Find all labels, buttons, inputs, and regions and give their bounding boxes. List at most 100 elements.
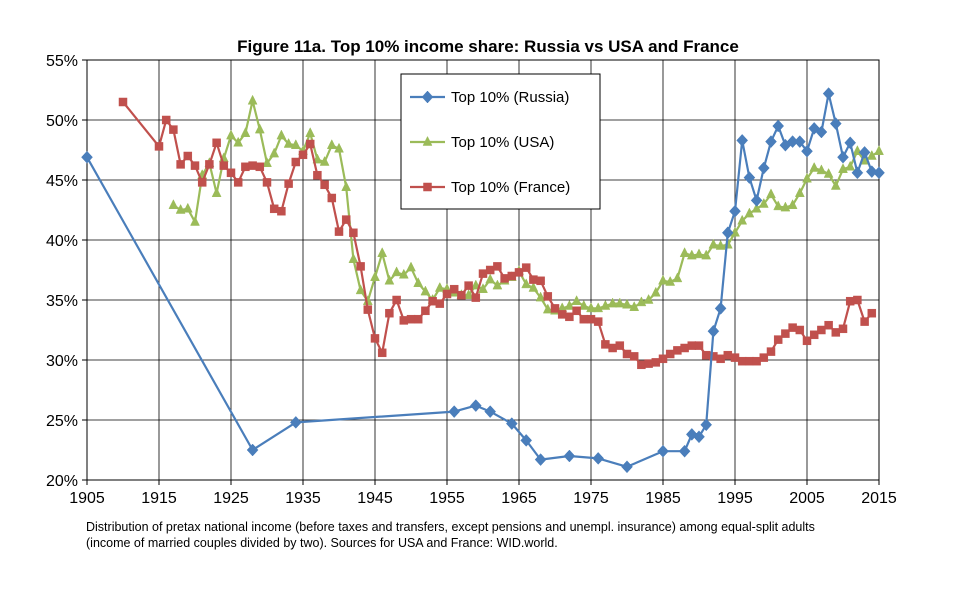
data-point <box>183 151 193 161</box>
data-point <box>169 125 178 134</box>
data-point <box>529 275 538 284</box>
data-point <box>672 272 683 283</box>
data-point <box>845 160 856 171</box>
data-point <box>565 312 574 322</box>
x-tick-label: 1935 <box>285 490 321 507</box>
data-point <box>701 249 712 260</box>
data-point <box>349 228 358 238</box>
data-point <box>665 275 676 286</box>
x-tick-label: 1965 <box>501 490 537 507</box>
data-point <box>247 94 258 105</box>
data-point <box>385 308 394 318</box>
data-point <box>240 127 251 137</box>
data-point <box>809 161 820 172</box>
data-point <box>822 87 835 100</box>
x-tick-label: 1975 <box>573 490 609 507</box>
data-point <box>572 306 581 316</box>
data-point <box>765 135 777 148</box>
data-point <box>290 139 301 149</box>
data-point <box>406 261 416 272</box>
data-point <box>262 178 272 187</box>
series-layer <box>81 87 885 474</box>
data-point <box>823 167 834 178</box>
data-point <box>608 343 617 353</box>
data-point <box>448 405 461 418</box>
data-point <box>686 249 697 260</box>
data-point <box>521 278 532 289</box>
data-point <box>485 273 496 284</box>
data-point <box>507 271 517 281</box>
data-point <box>334 227 344 236</box>
data-point <box>651 358 661 367</box>
data-point <box>327 193 337 203</box>
data-point <box>795 325 805 335</box>
data-point <box>586 302 596 313</box>
data-point <box>824 320 833 330</box>
data-point <box>197 178 207 187</box>
data-point <box>716 354 725 364</box>
data-point <box>809 330 819 340</box>
data-point <box>614 297 625 308</box>
data-point <box>679 247 690 257</box>
data-point <box>592 452 605 465</box>
data-point <box>787 199 798 209</box>
y-axis: 20% 25% 30% 35% 40% 45% 50% 55% <box>46 53 87 490</box>
data-point <box>678 444 691 458</box>
data-point <box>788 323 797 332</box>
data-point <box>715 239 726 250</box>
data-point <box>737 356 747 366</box>
data-point <box>457 290 466 300</box>
chart-note: Distribution of pretax national income (… <box>86 519 946 551</box>
data-point <box>729 204 741 218</box>
data-point <box>391 266 402 277</box>
data-point <box>255 162 265 172</box>
data-point <box>284 179 293 188</box>
data-point <box>745 356 754 366</box>
data-point <box>81 150 93 164</box>
data-point <box>838 324 848 334</box>
data-point <box>622 298 632 309</box>
data-point <box>421 90 434 104</box>
data-point <box>422 135 433 146</box>
data-point <box>680 343 689 353</box>
data-point <box>837 150 849 164</box>
x-tick-label: 1915 <box>141 490 177 507</box>
data-point <box>657 444 669 458</box>
data-point <box>736 134 749 147</box>
x-tick-label: 2005 <box>789 490 825 507</box>
data-point <box>542 303 553 314</box>
data-point <box>773 335 783 344</box>
data-point <box>543 292 553 301</box>
data-point <box>205 160 214 169</box>
y-tick-label: 40% <box>46 233 78 250</box>
data-point <box>794 187 805 197</box>
data-point <box>384 274 395 285</box>
data-point <box>528 281 539 292</box>
data-point <box>751 202 762 213</box>
data-point <box>269 147 280 158</box>
data-point <box>563 449 576 463</box>
data-point <box>399 316 409 325</box>
data-point <box>534 453 547 466</box>
data-point <box>212 138 221 148</box>
data-point <box>233 178 243 187</box>
data-point <box>254 123 265 134</box>
data-point <box>615 341 625 350</box>
data-point <box>744 207 755 218</box>
data-point <box>629 352 639 361</box>
data-point <box>694 341 704 350</box>
data-point <box>752 356 761 366</box>
data-point <box>557 310 567 319</box>
data-point <box>233 136 244 147</box>
x-tick-label: 1925 <box>213 490 249 507</box>
data-point <box>305 127 316 137</box>
data-point <box>844 136 857 150</box>
data-point <box>449 284 459 294</box>
legend-item: Top 10% (Russia) <box>410 89 569 106</box>
y-tick-label: 55% <box>46 53 78 70</box>
data-point <box>578 299 589 310</box>
data-point <box>478 283 488 293</box>
data-point <box>766 347 776 356</box>
x-tick-label: 1945 <box>357 490 393 507</box>
